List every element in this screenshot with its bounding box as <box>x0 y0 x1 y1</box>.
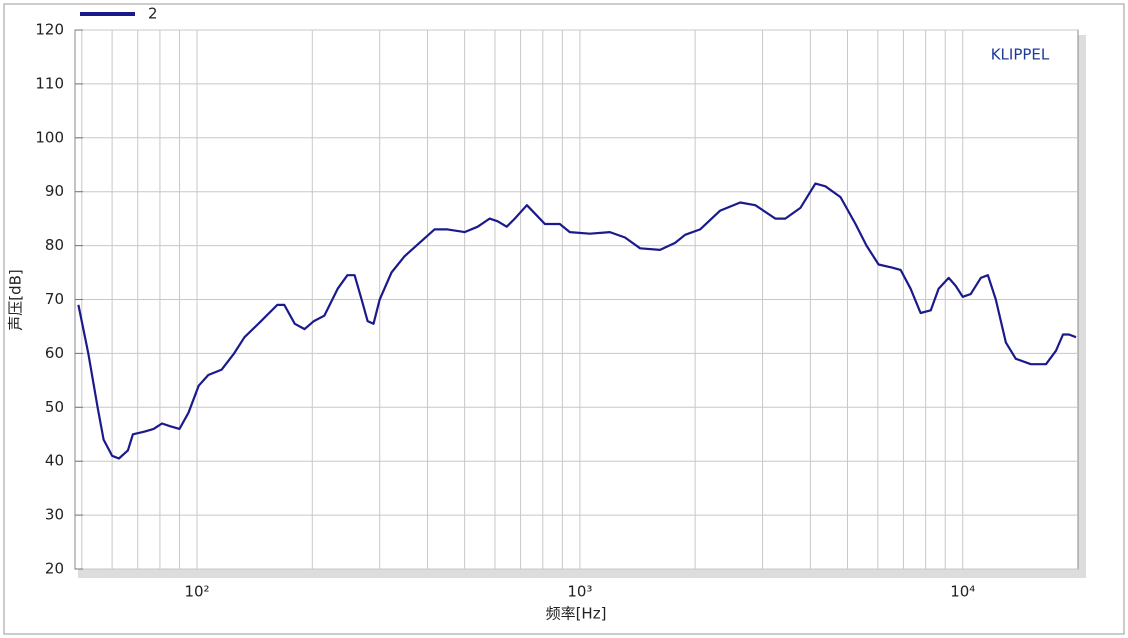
x-axis-label: 频率[Hz] <box>546 605 607 623</box>
x-tick-label: 10⁴ <box>950 583 975 601</box>
y-axis-label: 声压[dB] <box>7 269 25 331</box>
y-tick-label: 40 <box>45 452 64 470</box>
x-tick-label: 10² <box>184 583 209 601</box>
y-tick-label: 80 <box>45 236 64 254</box>
legend-label: 2 <box>148 5 158 23</box>
annotation: KLIPPEL <box>991 46 1050 64</box>
data-line <box>77 182 1077 460</box>
y-tick-label: 60 <box>45 344 64 362</box>
y-tick-label: 110 <box>35 74 64 92</box>
x-tick-label: 10³ <box>567 583 592 601</box>
y-tick-label: 90 <box>45 182 64 200</box>
y-tick-label: 20 <box>45 560 64 578</box>
y-tick-label: 70 <box>45 290 64 308</box>
y-tick-label: 100 <box>35 128 64 146</box>
y-tick-label: 120 <box>35 21 64 39</box>
y-tick-label: 50 <box>45 398 64 416</box>
y-tick-label: 30 <box>45 506 64 524</box>
